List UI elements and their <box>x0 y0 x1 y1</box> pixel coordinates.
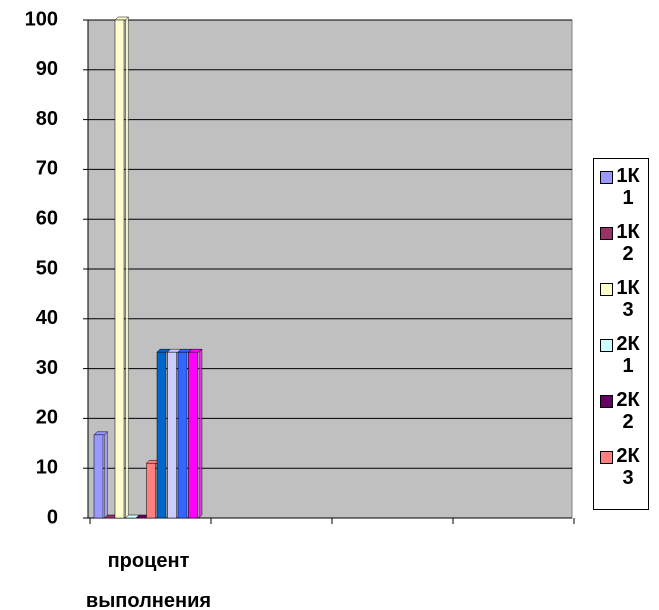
bar <box>114 19 125 519</box>
y-tick-label: 90 <box>36 58 58 80</box>
legend-label: 2К 3 <box>616 445 640 489</box>
bar <box>156 351 167 519</box>
bar <box>93 434 104 519</box>
legend-item: 2К 3 <box>600 445 648 489</box>
legend-swatch <box>600 451 613 464</box>
bar <box>167 351 177 519</box>
y-tick-label: 20 <box>36 407 58 429</box>
legend-label: 2К 2 <box>616 389 640 433</box>
legend-item: 2К 2 <box>600 389 648 433</box>
bar-side <box>104 431 108 519</box>
legend-item: 1К 1 <box>600 165 648 209</box>
legend-label: 2К 1 <box>616 333 640 377</box>
legend-item: 2К 1 <box>600 333 648 377</box>
y-tick-label: 10 <box>36 456 58 478</box>
bar-side <box>125 16 129 519</box>
y-tick-label: 70 <box>36 158 58 180</box>
legend: 1К 1 1К 2 1К 3 2К 1 2К 2 2К 3 <box>593 158 649 510</box>
legend-label: 1К 3 <box>616 277 640 321</box>
y-tick-label: 40 <box>36 307 58 329</box>
legend-swatch <box>600 395 613 408</box>
bar <box>188 351 198 519</box>
y-tick-label: 0 <box>47 506 58 528</box>
bar-side <box>198 348 203 519</box>
y-tick-label: 80 <box>36 108 58 130</box>
legend-item: 1К 2 <box>600 221 648 265</box>
y-tick-label: 30 <box>36 357 58 379</box>
legend-swatch <box>600 283 613 296</box>
x-tick-label: процент выполнения <box>85 550 212 610</box>
legend-swatch <box>600 227 613 240</box>
legend-item: 1К 3 <box>600 277 648 321</box>
legend-swatch <box>600 339 613 352</box>
bar <box>177 351 188 519</box>
y-tick-label: 60 <box>36 207 58 229</box>
y-tick-label: 50 <box>36 257 58 279</box>
legend-label: 1К 1 <box>616 165 640 209</box>
legend-label: 1К 2 <box>616 221 640 265</box>
y-tick-label: 100 <box>25 8 58 30</box>
legend-swatch <box>600 171 613 184</box>
bar <box>146 462 156 519</box>
